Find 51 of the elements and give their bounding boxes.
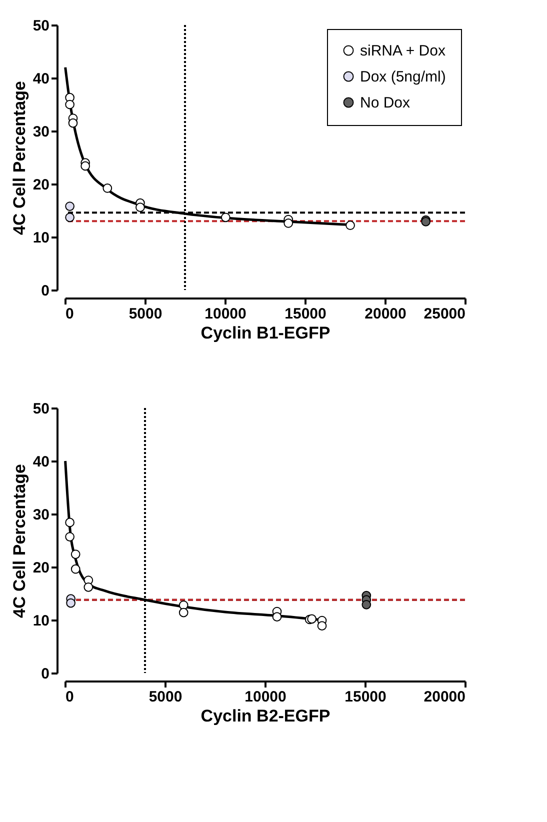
point	[317, 621, 327, 631]
legend-label: No Dox	[360, 94, 411, 112]
y-tick-label: 50	[32, 18, 50, 34]
legend-label: siRNA + Dox	[360, 42, 446, 60]
point	[102, 184, 112, 193]
legend-label: Dox (5ng/ml)	[360, 68, 446, 86]
y-tick-label: 20	[32, 560, 50, 576]
y-tick-label: 30	[32, 506, 50, 524]
point	[70, 550, 80, 559]
point	[65, 202, 74, 211]
x-tick-label: 5000	[148, 688, 182, 706]
x-tick-label: 0	[66, 306, 74, 322]
x-tick-label: 0	[66, 688, 74, 706]
y-tick-label: 50	[32, 400, 50, 418]
y-tick-label: 10	[32, 230, 50, 246]
point	[284, 218, 294, 228]
point	[65, 532, 74, 542]
x-tick-label: 25000	[424, 306, 466, 322]
x-tick-label: 15000	[344, 688, 386, 706]
point	[65, 212, 74, 222]
point	[220, 212, 230, 222]
point	[272, 612, 282, 622]
x-tick-label: 10000	[204, 306, 246, 322]
point	[70, 564, 80, 574]
y-tick-label: 10	[32, 612, 50, 630]
x-tick-label: 20000	[364, 306, 406, 322]
y-tick-label: 30	[32, 124, 50, 140]
x-axis-title: Cyclin B2-EGFP	[200, 706, 330, 726]
point	[84, 582, 94, 592]
y-tick-label: 40	[32, 454, 50, 470]
x-tick-label: 10000	[244, 688, 286, 706]
point	[178, 608, 188, 618]
y-tick-label: 20	[32, 176, 50, 194]
x-tick-label: 20000	[424, 688, 466, 706]
y-axis-title: 4C Cell Percentage	[10, 464, 29, 618]
point	[136, 202, 145, 212]
point	[65, 100, 74, 110]
point	[307, 614, 316, 624]
point	[362, 600, 372, 610]
point	[68, 118, 78, 128]
x-tick-label: 5000	[128, 306, 162, 322]
y-tick-label: 0	[41, 282, 50, 300]
x-axis-title: Cyclin B1-EGFP	[200, 324, 330, 342]
x-tick-label: 15000	[284, 306, 326, 322]
y-tick-label: 0	[41, 666, 50, 682]
y-axis-title: 4C Cell Percentage	[10, 80, 29, 236]
point	[66, 598, 76, 608]
point	[80, 161, 90, 171]
point	[65, 518, 74, 528]
y-tick-label: 40	[32, 70, 50, 88]
point	[346, 220, 355, 230]
